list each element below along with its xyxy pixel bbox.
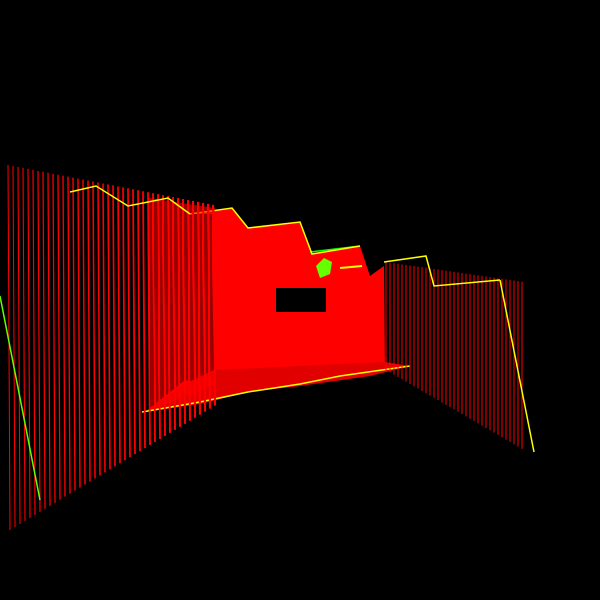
left-stripe bbox=[32, 169, 36, 515]
left-stripe bbox=[77, 178, 81, 488]
right-wall-outer-edge bbox=[499, 279, 535, 453]
left-stripe bbox=[137, 190, 141, 452]
left-stripe bbox=[112, 185, 116, 467]
top-edge-highlight bbox=[189, 207, 361, 255]
green-object bbox=[316, 258, 332, 278]
left-wall-top-edge bbox=[69, 185, 191, 215]
left-stripe bbox=[132, 189, 136, 455]
left-stripe bbox=[27, 168, 31, 518]
left-stripe bbox=[47, 172, 51, 506]
left-wall-stripes bbox=[7, 164, 217, 531]
left-stripe bbox=[92, 181, 96, 479]
left-stripe bbox=[102, 183, 106, 473]
left-stripe bbox=[37, 170, 41, 512]
left-stripe bbox=[22, 167, 26, 521]
left-stripe bbox=[12, 165, 16, 527]
left-stripe bbox=[17, 166, 21, 524]
left-stripe bbox=[127, 188, 131, 458]
left-stripe bbox=[87, 180, 91, 482]
wall-opening bbox=[276, 288, 326, 312]
right-wall-top-edge bbox=[383, 255, 501, 287]
left-stripe bbox=[117, 186, 121, 464]
left-stripe bbox=[57, 174, 61, 500]
left-stripe bbox=[62, 175, 66, 497]
left-green-edge bbox=[0, 295, 41, 501]
left-stripe bbox=[107, 184, 111, 470]
left-stripe bbox=[82, 179, 86, 485]
right-wall-stripes bbox=[385, 262, 523, 449]
left-stripe bbox=[142, 191, 146, 449]
left-stripe bbox=[52, 173, 56, 503]
left-stripe bbox=[7, 164, 11, 531]
left-stripe bbox=[122, 187, 126, 461]
left-stripe bbox=[67, 176, 71, 494]
left-stripe bbox=[72, 177, 76, 491]
left-stripe bbox=[42, 171, 46, 509]
left-stripe bbox=[97, 182, 101, 476]
